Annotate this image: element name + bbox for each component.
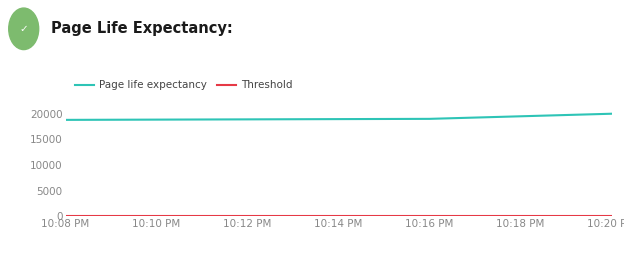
Legend: Page life expectancy, Threshold: Page life expectancy, Threshold bbox=[71, 76, 297, 94]
Ellipse shape bbox=[9, 8, 39, 50]
Text: Page Life Expectancy:: Page Life Expectancy: bbox=[51, 21, 233, 36]
Text: ✓: ✓ bbox=[19, 24, 28, 34]
